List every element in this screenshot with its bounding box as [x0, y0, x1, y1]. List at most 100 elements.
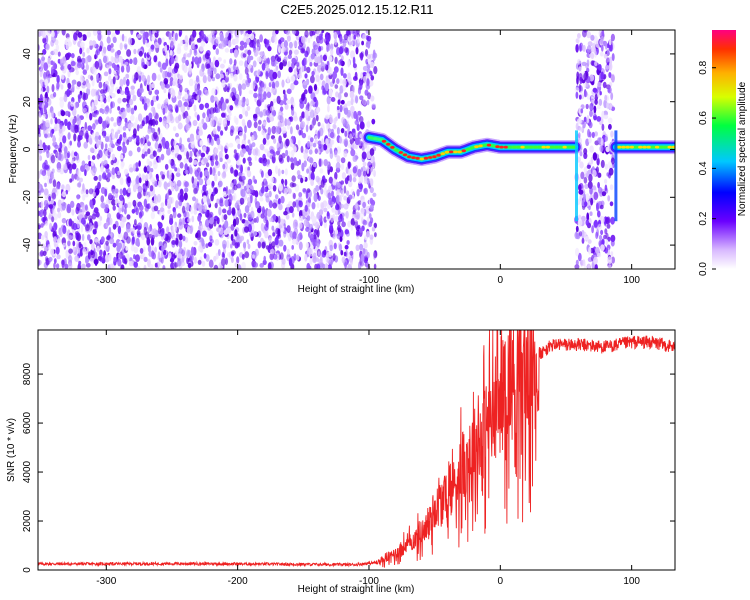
noise-blob [183, 43, 189, 51]
signal-hotspot [545, 145, 551, 149]
noise-blob [215, 73, 221, 80]
noise-blob [359, 261, 364, 267]
noise-blob [82, 194, 86, 201]
noise-blob [197, 83, 201, 91]
noise-blob [272, 185, 277, 192]
noise-blob [241, 219, 246, 224]
noise-blob [292, 231, 297, 240]
noise-blob [98, 116, 103, 125]
noise-blob [300, 145, 304, 153]
noise-blob [210, 193, 214, 202]
noise-blob [133, 254, 136, 260]
noise-blob [324, 263, 329, 269]
noise-blob [189, 206, 194, 215]
noise-blob [586, 212, 590, 221]
noise-blob [286, 248, 290, 255]
noise-blob [366, 121, 371, 128]
noise-blob [106, 177, 111, 183]
noise-blob [62, 242, 66, 248]
noise-blob [128, 257, 133, 262]
noise-blob [166, 114, 171, 124]
noise-blob [588, 131, 592, 138]
noise-blob [104, 143, 108, 150]
noise-blob [199, 30, 205, 40]
noise-blob [268, 200, 273, 209]
noise-blob [362, 201, 366, 209]
noise-blob [219, 33, 224, 42]
noise-blob [179, 137, 182, 145]
noise-blob [146, 166, 151, 172]
noise-blob [68, 218, 73, 227]
noise-blob [310, 179, 314, 187]
noise-blob [343, 185, 347, 194]
noise-blob [241, 96, 246, 105]
noise-blob [336, 78, 340, 85]
x-tick-label: 0 [498, 576, 504, 587]
noise-blob [269, 149, 275, 154]
noise-blob [260, 222, 264, 232]
noise-blob [103, 97, 107, 104]
noise-blob [259, 263, 265, 268]
noise-blob [352, 154, 356, 162]
noise-blob [89, 199, 93, 208]
noise-blob [184, 181, 189, 188]
noise-blob [102, 120, 107, 129]
noise-blob [241, 118, 246, 127]
noise-blob [96, 245, 100, 252]
noise-blob [330, 48, 334, 57]
noise-blob [153, 194, 157, 201]
noise-blob [590, 34, 595, 41]
noise-blob [174, 144, 180, 154]
noise-blob [301, 111, 305, 119]
noise-blob [344, 103, 348, 108]
noise-blob [172, 224, 178, 233]
noise-blob [350, 149, 356, 157]
noise-blob [323, 207, 328, 213]
noise-blob [151, 234, 155, 240]
noise-blob [150, 177, 155, 183]
noise-blob [149, 264, 154, 269]
y-tick-label: 2000 [22, 509, 33, 532]
noise-blob [218, 150, 223, 160]
noise-blob [150, 99, 154, 107]
noise-blob [363, 76, 367, 83]
noise-blob [574, 231, 579, 240]
noise-blob [120, 65, 125, 73]
noise-blob [602, 81, 607, 89]
noise-blob [150, 44, 155, 50]
noise-blob [93, 258, 99, 265]
noise-blob [273, 138, 277, 144]
noise-blob [254, 179, 257, 184]
noise-blob [303, 57, 308, 66]
noise-blob [167, 201, 171, 207]
noise-blob [151, 36, 156, 41]
noise-blob [292, 238, 297, 245]
signal-hotspot [642, 145, 647, 149]
noise-blob [50, 248, 55, 256]
noise-blob [56, 168, 61, 173]
noise-blob [599, 204, 604, 210]
noise-blob [145, 195, 150, 202]
noise-blob [77, 141, 81, 148]
noise-blob [211, 154, 215, 161]
noise-blob [140, 137, 144, 145]
noise-blob [102, 55, 108, 64]
noise-blob [291, 30, 297, 35]
noise-blob [369, 148, 375, 156]
noise-blob [166, 226, 170, 234]
noise-blob [66, 88, 71, 97]
signal-hotspot [654, 145, 660, 149]
noise-blob [133, 105, 137, 111]
noise-blob [578, 94, 582, 100]
noise-blob [115, 188, 119, 194]
noise-blob [575, 225, 579, 232]
noise-blob [316, 213, 321, 220]
noise-blob [71, 83, 75, 92]
noise-blob [239, 45, 244, 51]
noise-blob [234, 45, 239, 50]
noise-blob [98, 140, 102, 145]
noise-blob [68, 261, 73, 269]
noise-blob [275, 30, 279, 35]
noise-blob [341, 172, 346, 180]
noise-blob [161, 245, 165, 253]
